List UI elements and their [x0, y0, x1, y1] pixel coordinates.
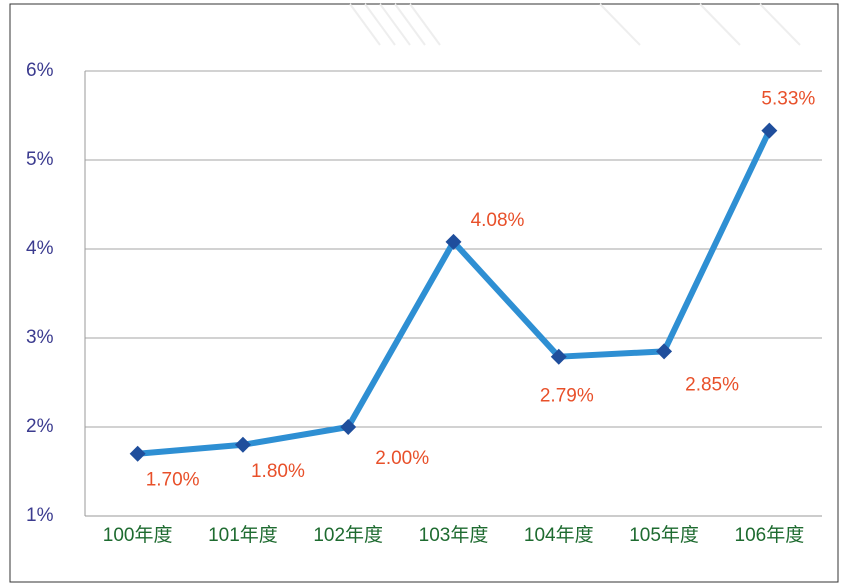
x-tick-label: 105年度: [629, 524, 699, 546]
y-tick-label: 3%: [26, 327, 54, 348]
y-tick-label: 5%: [26, 149, 54, 170]
marker: [234, 436, 251, 453]
data-label: 1.80%: [251, 461, 305, 482]
y-tick-label: 1%: [26, 505, 54, 526]
data-label: 2.00%: [375, 448, 429, 469]
data-label: 5.33%: [761, 89, 815, 110]
x-tick-label: 106年度: [735, 524, 805, 546]
y-tick-label: 2%: [26, 416, 54, 437]
y-tick-label: 6%: [26, 60, 54, 81]
data-label: 2.79%: [540, 386, 594, 407]
x-tick-label: 103年度: [419, 524, 489, 546]
marker: [340, 419, 357, 435]
x-tick-label: 104年度: [524, 524, 594, 546]
marker: [445, 233, 462, 250]
marker: [550, 348, 567, 365]
x-tick-label: 100年度: [103, 524, 173, 546]
marker: [656, 343, 673, 360]
data-label: 1.70%: [146, 470, 200, 491]
marker: [129, 445, 146, 462]
decoration: [349, 3, 801, 46]
data-label: 2.85%: [685, 374, 739, 395]
x-tick-label: 102年度: [313, 524, 383, 546]
x-tick-label: 101年度: [208, 524, 278, 546]
y-tick-label: 4%: [26, 238, 54, 259]
data-label: 4.08%: [471, 210, 525, 231]
marker: [761, 122, 778, 139]
